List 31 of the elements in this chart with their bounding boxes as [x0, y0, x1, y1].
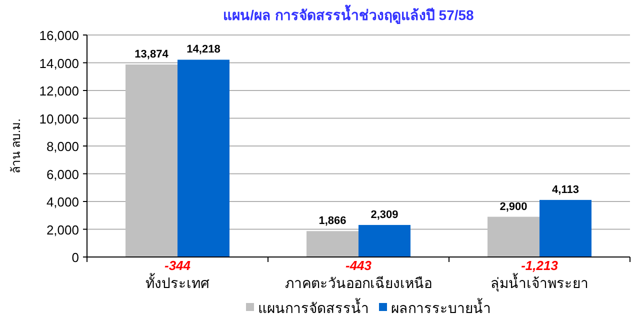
y-axis-title: ล้าน ลบ.ม. — [9, 118, 23, 174]
bar — [306, 231, 358, 257]
text: 2,900 — [500, 200, 528, 213]
y-tick-label: 4,000 — [46, 194, 79, 210]
text: 13,874 — [134, 48, 168, 60]
text: -1,213 — [521, 258, 559, 273]
text: 2,309 — [370, 208, 398, 221]
bar — [178, 60, 230, 257]
y-tick-label: 2,000 — [46, 222, 79, 238]
bar — [358, 224, 410, 257]
text: -443 — [345, 258, 372, 273]
y-tick-label: 0 — [72, 250, 79, 265]
y-tick-label: 6,000 — [46, 166, 79, 182]
text: 14,218 — [186, 44, 220, 56]
x-tick-label: ลุ่มน้ำเจ้าพระยา — [490, 273, 588, 292]
y-tick-label: 10,000 — [39, 111, 79, 126]
y-tick-label: 12,000 — [39, 84, 79, 98]
chart-title: แผน/ผล การจัดสรรน้ำช่วงฤดูแล้งปี 57/58 — [223, 4, 474, 24]
legend-label: ผลการระบายน้ำ — [391, 298, 491, 316]
y-tick-label: 8,000 — [46, 139, 79, 154]
x-tick-label: ภาคตะวันออกเฉียงเหนือ — [285, 275, 432, 291]
y-tick-label: 16,000 — [39, 28, 79, 43]
bar — [126, 64, 178, 257]
bar — [540, 200, 592, 257]
x-tick-label: ทั้งประเทศ — [146, 273, 210, 291]
text: 4,113 — [552, 184, 579, 196]
legend-label: แผนการจัดสรรน้ำ — [258, 298, 369, 316]
bar — [488, 216, 540, 257]
y-tick-label: 14,000 — [39, 56, 79, 71]
text: -344 — [164, 258, 192, 273]
text: 1,866 — [318, 215, 346, 228]
